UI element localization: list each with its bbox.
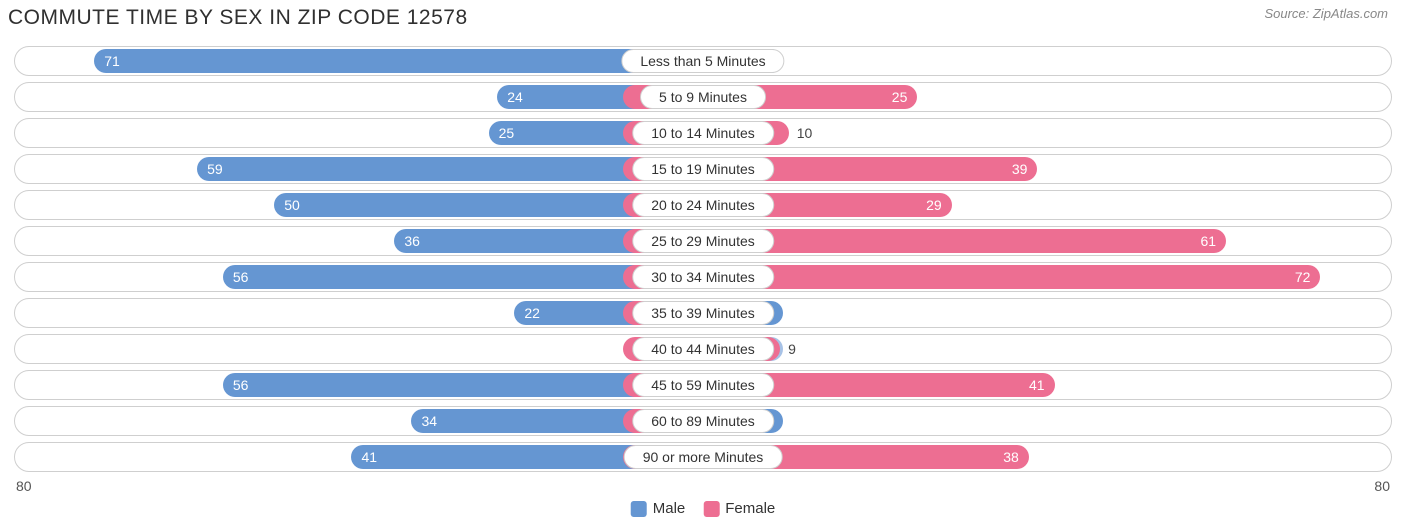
male-value: 59 — [207, 161, 223, 177]
male-value: 24 — [507, 89, 523, 105]
chart-row: 50 29 20 to 24 Minutes — [14, 190, 1392, 220]
female-value: 9 — [788, 337, 796, 361]
category-pill: 35 to 39 Minutes — [632, 301, 774, 325]
male-value: 71 — [104, 53, 120, 69]
chart-row: 56 41 45 to 59 Minutes — [14, 370, 1392, 400]
male-value: 56 — [233, 269, 249, 285]
axis-left-max: 80 — [16, 478, 32, 494]
female-value: 72 — [1295, 269, 1311, 285]
category-pill: 40 to 44 Minutes — [632, 337, 774, 361]
chart-row: 36 61 25 to 29 Minutes — [14, 226, 1392, 256]
female-value: 38 — [1003, 449, 1019, 465]
category-pill: Less than 5 Minutes — [621, 49, 784, 73]
male-swatch-icon — [631, 501, 647, 517]
category-pill: 10 to 14 Minutes — [632, 121, 774, 145]
chart-row: 34660 to 89 Minutes — [14, 406, 1392, 436]
axis-right-max: 80 — [1374, 478, 1390, 494]
chart-row: 0940 to 44 Minutes — [14, 334, 1392, 364]
chart-row: 59 39 15 to 19 Minutes — [14, 154, 1392, 184]
chart-row: 56 72 30 to 34 Minutes — [14, 262, 1392, 292]
category-pill: 30 to 34 Minutes — [632, 265, 774, 289]
category-pill: 45 to 59 Minutes — [632, 373, 774, 397]
chart-header: Commute Time By Sex in Zip Code 12578 So… — [0, 0, 1406, 38]
chart-row: 41 38 90 or more Minutes — [14, 442, 1392, 472]
category-pill: 15 to 19 Minutes — [632, 157, 774, 181]
female-value: 41 — [1029, 377, 1045, 393]
male-value: 34 — [421, 413, 437, 429]
male-value: 41 — [361, 449, 377, 465]
female-value: 39 — [1012, 161, 1028, 177]
category-pill: 20 to 24 Minutes — [632, 193, 774, 217]
female-value: 25 — [892, 89, 908, 105]
female-value: 29 — [926, 197, 942, 213]
male-value: 36 — [404, 233, 420, 249]
chart-row: 22035 to 39 Minutes — [14, 298, 1392, 328]
female-value: 61 — [1200, 233, 1216, 249]
male-value: 25 — [499, 125, 515, 141]
legend-female: Female — [703, 500, 775, 517]
chart-title: Commute Time By Sex in Zip Code 12578 — [8, 6, 468, 30]
chart-row: 24 25 5 to 9 Minutes — [14, 82, 1392, 112]
chart-row: 25 10 10 to 14 Minutes — [14, 118, 1392, 148]
category-pill: 90 or more Minutes — [624, 445, 783, 469]
x-axis: 80 80 — [0, 478, 1406, 494]
female-swatch-icon — [703, 501, 719, 517]
male-value: 50 — [284, 197, 300, 213]
legend-female-label: Female — [725, 500, 775, 517]
legend-male-label: Male — [653, 500, 686, 517]
chart-source: Source: ZipAtlas.com — [1264, 6, 1388, 21]
category-pill: 25 to 29 Minutes — [632, 229, 774, 253]
legend-male: Male — [631, 500, 686, 517]
legend: Male Female — [631, 500, 776, 517]
category-pill: 60 to 89 Minutes — [632, 409, 774, 433]
male-value: 56 — [233, 377, 249, 393]
male-value: 22 — [524, 305, 540, 321]
chart-row: 710Less than 5 Minutes — [14, 46, 1392, 76]
diverging-bar-chart: 710Less than 5 Minutes 24 25 5 to 9 Minutes… — [0, 38, 1406, 472]
female-value: 10 — [797, 121, 813, 145]
category-pill: 5 to 9 Minutes — [640, 85, 766, 109]
